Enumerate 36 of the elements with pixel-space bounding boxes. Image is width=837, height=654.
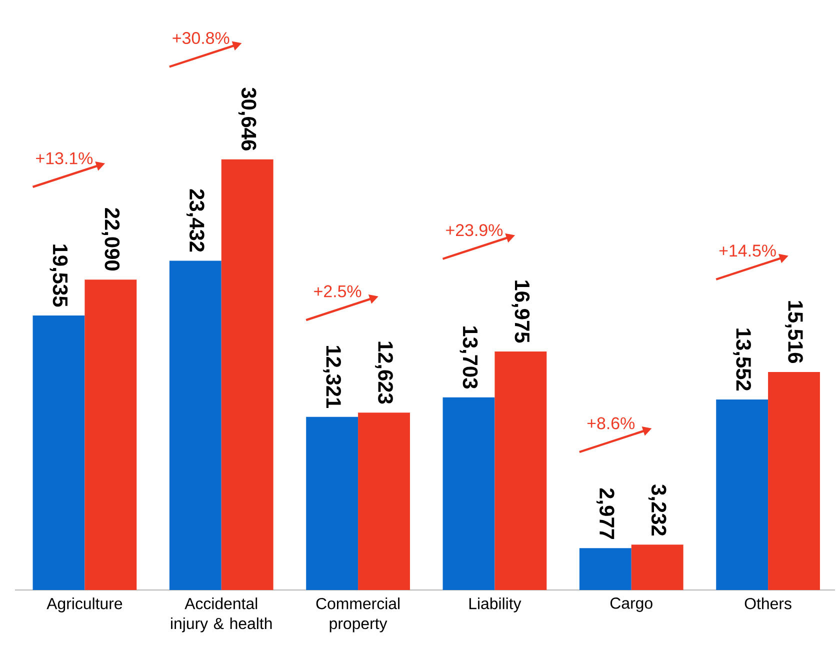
- data-label: 30,646: [238, 88, 256, 150]
- data-label: 15,516: [785, 301, 803, 363]
- bar: [579, 548, 632, 590]
- bar: [358, 412, 410, 590]
- data-label: 12,321: [323, 346, 341, 408]
- x-tick-label: Others: [744, 598, 792, 610]
- annotation: +8.6%: [587, 417, 635, 430]
- bar: [716, 400, 768, 590]
- bar: [494, 351, 547, 590]
- data-label: 16,975: [512, 280, 530, 343]
- bar: [442, 397, 495, 590]
- text: +30.8%: [172, 32, 230, 44]
- annotation: +14.5%: [719, 244, 776, 257]
- data-label: 23,432: [186, 189, 204, 252]
- bar: [631, 544, 684, 590]
- bar: [169, 260, 222, 590]
- bar: [32, 315, 85, 590]
- x-tick-label: Agriculture: [46, 598, 122, 612]
- x-tick-label: Accidental injury & health: [171, 598, 272, 632]
- x-tick-label: Cargo: [610, 598, 652, 612]
- bar: [84, 280, 137, 590]
- data-label: 2,977: [596, 488, 614, 540]
- data-label: 13,552: [733, 328, 751, 391]
- annotation: +2.5%: [314, 285, 362, 298]
- annotation: +23.9%: [446, 224, 503, 236]
- data-label: 12,623: [375, 342, 393, 404]
- bar: [768, 372, 820, 590]
- annotation: +13.1%: [36, 152, 93, 164]
- x-tick-label: Commercial property: [316, 598, 400, 632]
- data-label: 13,703: [460, 326, 478, 388]
- bar: [306, 416, 358, 590]
- bar: [221, 159, 274, 590]
- data-label: 19,535: [50, 244, 68, 307]
- data-label: 22,090: [102, 208, 120, 271]
- data-label: 3,232: [648, 484, 666, 536]
- x-tick-label: Liability: [469, 598, 522, 612]
